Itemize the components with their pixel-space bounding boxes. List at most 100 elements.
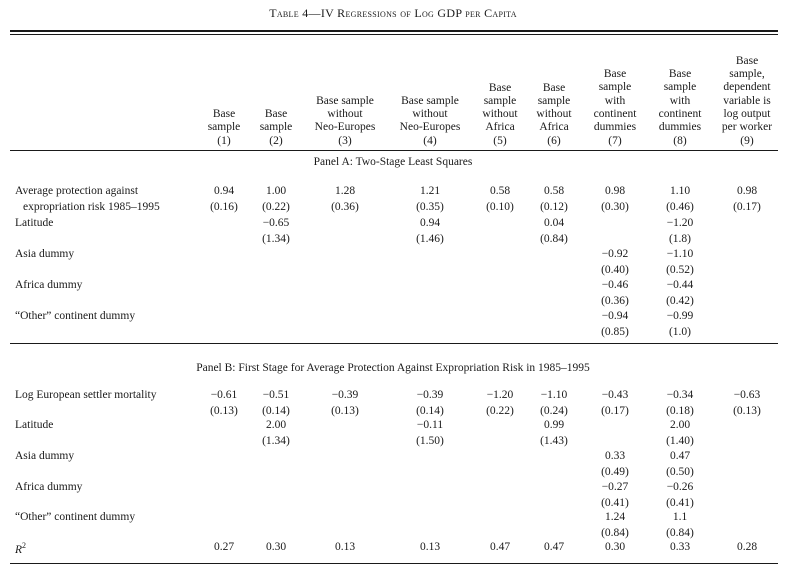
column-header-3: Base sample without Neo-Europes (3) [314, 94, 376, 147]
standard-error-cell: (0.52) [666, 264, 694, 276]
standard-error-cell: (0.41) [666, 497, 694, 509]
standard-error-cell: (1.8) [668, 233, 692, 245]
standard-error-cell: (1.40) [666, 435, 694, 447]
coefficient-cell: 1.10 [669, 185, 691, 197]
coefficient-cell: −1.10 [666, 248, 694, 260]
standard-error-cell: (0.13) [331, 405, 359, 417]
coefficient-cell: −0.27 [601, 481, 629, 493]
r-squared-cell: 0.30 [604, 541, 626, 553]
coefficient-cell: 0.58 [543, 185, 565, 197]
coefficient-cell: −0.65 [262, 217, 290, 229]
column-header-7: Base sample with continent dummies (7) [593, 68, 637, 147]
standard-error-cell: (0.18) [666, 405, 694, 417]
column-header-9: Base sample, dependent variable is log o… [721, 54, 773, 147]
coefficient-cell: 1.21 [419, 185, 441, 197]
coefficient-cell: −0.61 [210, 389, 238, 401]
r-squared-cell: 0.33 [669, 541, 691, 553]
header-rule [10, 150, 778, 151]
coefficient-cell: −1.20 [666, 217, 694, 229]
r-squared-superscript: 2 [22, 541, 27, 550]
coefficient-cell: 0.94 [213, 185, 235, 197]
coefficient-cell: 0.98 [604, 185, 626, 197]
standard-error-cell: (1.0) [668, 326, 692, 338]
coefficient-cell: 0.47 [669, 450, 691, 462]
standard-error-cell: (0.14) [262, 405, 290, 417]
coefficient-cell: 2.00 [669, 419, 691, 431]
standard-error-cell: (0.49) [601, 466, 629, 478]
row-label: Africa dummy [15, 481, 83, 493]
coefficient-cell: −1.10 [540, 389, 568, 401]
standard-error-cell: (0.42) [666, 295, 694, 307]
top-rule-thin [10, 34, 778, 35]
coefficient-cell: 2.00 [265, 419, 287, 431]
standard-error-cell: (0.84) [666, 527, 694, 539]
coefficient-cell: −1.20 [486, 389, 514, 401]
standard-error-cell: (0.14) [416, 405, 444, 417]
standard-error-cell: (0.84) [540, 233, 568, 245]
row-label: Average protection against [15, 185, 139, 197]
column-header-2: Base sample (2) [259, 108, 293, 147]
coefficient-cell: 0.99 [543, 419, 565, 431]
r-squared-label: R2 [15, 541, 26, 556]
coefficient-cell: −0.63 [733, 389, 761, 401]
coefficient-cell: −0.11 [416, 419, 444, 431]
r-squared-cell: 0.47 [489, 541, 511, 553]
column-header-5: Base sample without Africa (5) [482, 81, 518, 147]
coefficient-cell: 1.00 [265, 185, 287, 197]
coefficient-cell: −0.92 [601, 248, 629, 260]
standard-error-cell: (0.13) [733, 405, 761, 417]
bottom-rule [10, 563, 778, 564]
standard-error-cell: (0.84) [601, 527, 629, 539]
row-label: “Other” continent dummy [15, 310, 136, 322]
standard-error-cell: (0.17) [601, 405, 629, 417]
standard-error-cell: (0.35) [416, 201, 444, 213]
row-label-continued: expropriation risk 1985–1995 [23, 201, 160, 213]
r-squared-cell: 0.27 [213, 541, 235, 553]
row-label: Log European settler mortality [15, 389, 157, 401]
standard-error-cell: (1.34) [262, 435, 290, 447]
standard-error-cell: (0.22) [486, 405, 514, 417]
standard-error-cell: (0.36) [601, 295, 629, 307]
standard-error-cell: (0.85) [601, 326, 629, 338]
coefficient-cell: −0.46 [601, 279, 629, 291]
standard-error-cell: (1.34) [262, 233, 290, 245]
coefficient-cell: −0.39 [331, 389, 359, 401]
panel-b-title: Panel B: First Stage for Average Protect… [196, 362, 590, 374]
coefficient-cell: 0.33 [604, 450, 626, 462]
standard-error-cell: (0.30) [601, 201, 629, 213]
standard-error-cell: (0.13) [210, 405, 238, 417]
column-header-6: Base sample without Africa (6) [536, 81, 572, 147]
standard-error-cell: (0.46) [666, 201, 694, 213]
row-label: “Other” continent dummy [15, 511, 136, 523]
standard-error-cell: (1.46) [416, 233, 444, 245]
coefficient-cell: 1.28 [334, 185, 356, 197]
coefficient-cell: −0.39 [416, 389, 444, 401]
row-label: Asia dummy [15, 248, 75, 260]
coefficient-cell: 0.58 [489, 185, 511, 197]
coefficient-cell: −0.44 [666, 279, 694, 291]
row-label: Asia dummy [15, 450, 75, 462]
r-squared-cell: 0.47 [543, 541, 565, 553]
panel-a-title: Panel A: Two-Stage Least Squares [313, 156, 473, 168]
r-squared-cell: 0.13 [334, 541, 356, 553]
r-squared-cell: 0.13 [419, 541, 441, 553]
table-title: Table 4—IV Regressions of Log GDP per Ca… [269, 6, 517, 20]
coefficient-cell: −0.94 [601, 310, 629, 322]
column-header-4: Base sample without Neo-Europes (4) [399, 94, 461, 147]
r-squared-cell: 0.30 [265, 541, 287, 553]
standard-error-cell: (0.40) [601, 264, 629, 276]
standard-error-cell: (0.17) [733, 201, 761, 213]
standard-error-cell: (0.16) [210, 201, 238, 213]
standard-error-cell: (1.43) [540, 435, 568, 447]
standard-error-cell: (0.12) [540, 201, 568, 213]
standard-error-cell: (0.22) [262, 201, 290, 213]
coefficient-cell: 0.04 [543, 217, 565, 229]
row-label: Latitude [15, 217, 54, 229]
r-squared-symbol: R [15, 543, 23, 556]
row-label: Africa dummy [15, 279, 83, 291]
standard-error-cell: (0.41) [601, 497, 629, 509]
coefficient-cell: 1.24 [604, 511, 626, 523]
coefficient-cell: 0.98 [736, 185, 758, 197]
standard-error-cell: (0.10) [486, 201, 514, 213]
row-label: Latitude [15, 419, 54, 431]
